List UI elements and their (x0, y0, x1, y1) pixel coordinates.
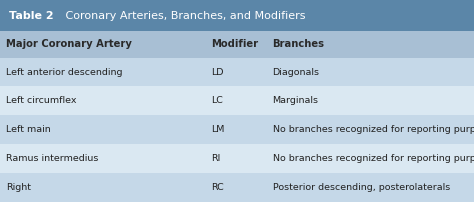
Text: Left circumflex: Left circumflex (6, 96, 76, 105)
Text: No branches recognized for reporting purposes: No branches recognized for reporting pur… (273, 125, 474, 134)
Text: Coronary Arteries, Branches, and Modifiers: Coronary Arteries, Branches, and Modifie… (55, 11, 305, 21)
Text: Left anterior descending: Left anterior descending (6, 67, 122, 77)
Text: Left main: Left main (6, 125, 50, 134)
Text: RC: RC (211, 183, 224, 192)
Text: LC: LC (211, 96, 223, 105)
Bar (0, 173, 474, 202)
Bar (0, 86, 474, 115)
Text: Table 2: Table 2 (9, 11, 53, 21)
Text: Marginals: Marginals (273, 96, 319, 105)
Bar (0, 0, 474, 31)
Text: LD: LD (211, 67, 223, 77)
Text: No branches recognized for reporting purposes: No branches recognized for reporting pur… (273, 154, 474, 163)
Bar (0, 144, 474, 173)
Text: Ramus intermedius: Ramus intermedius (6, 154, 98, 163)
Text: Diagonals: Diagonals (273, 67, 319, 77)
Text: LM: LM (211, 125, 224, 134)
Bar (0, 31, 474, 58)
Text: RI: RI (211, 154, 220, 163)
Bar (0, 115, 474, 144)
Text: Right: Right (6, 183, 31, 192)
Text: Major Coronary Artery: Major Coronary Artery (6, 39, 132, 49)
Text: Modifier: Modifier (211, 39, 258, 49)
Text: Posterior descending, posterolaterals: Posterior descending, posterolaterals (273, 183, 450, 192)
Bar (0, 58, 474, 86)
Text: Branches: Branches (273, 39, 325, 49)
